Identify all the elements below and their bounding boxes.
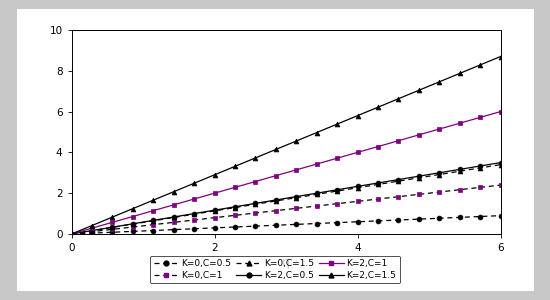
X-axis label: η: η — [282, 256, 290, 269]
Legend: K=0,C=0.5, K=0,C=1, K=0,C=1.5, K=2,C=0.5, K=2,C=1, K=2,C=1.5: K=0,C=0.5, K=0,C=1, K=0,C=1.5, K=2,C=0.5… — [150, 256, 400, 284]
